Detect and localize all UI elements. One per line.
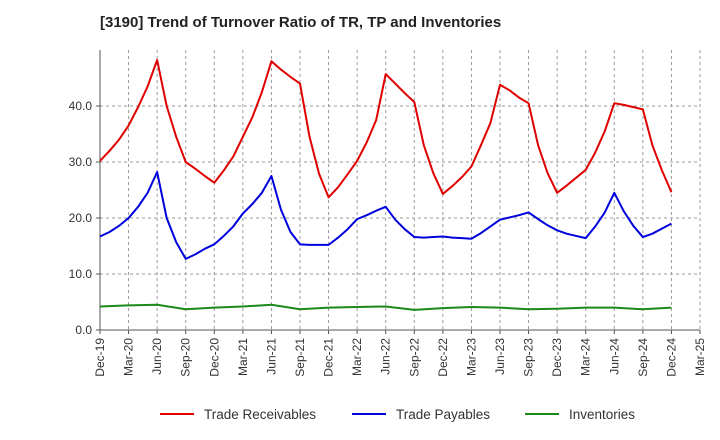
y-tick-label: 10.0: [69, 267, 93, 281]
x-tick-label: Sep-20: [179, 338, 193, 377]
chart-title: [3190] Trend of Turnover Ratio of TR, TP…: [100, 14, 502, 31]
trade-payables-line: [99, 171, 672, 260]
inventories-line: [99, 303, 672, 311]
x-tick-label: Sep-24: [636, 338, 650, 377]
x-tick-label: Dec-19: [93, 338, 107, 377]
trade-receivables-legend-label: Trade Receivables: [204, 407, 316, 422]
x-tick-label: Mar-23: [464, 338, 478, 376]
y-tick-label: 0.0: [75, 323, 92, 337]
y-tick-label: 40.0: [69, 99, 93, 113]
x-tick-label: Jun-24: [607, 338, 621, 375]
x-tick-label: Mar-25: [693, 338, 707, 376]
x-tick-label: Jun-21: [264, 338, 278, 375]
x-tick-label: Dec-22: [436, 338, 450, 377]
x-tick-label: Mar-21: [236, 338, 250, 376]
x-tick-label: Sep-23: [522, 338, 536, 377]
y-tick-label: 30.0: [69, 155, 93, 169]
x-tick-label: Mar-20: [122, 338, 136, 376]
x-tick-label: Sep-22: [407, 338, 421, 377]
trade-receivables-line: [99, 59, 673, 199]
legend: Trade Receivables Trade Payables Inventori…: [160, 407, 635, 422]
inventories-legend-label: Inventories: [569, 407, 635, 422]
x-tick-label: Jun-20: [150, 338, 164, 375]
x-tick-label: Dec-24: [664, 338, 678, 377]
x-tick-label: Jun-22: [379, 338, 393, 375]
x-tick-label: Jun-23: [493, 338, 507, 375]
x-tick-label: Dec-21: [322, 338, 336, 377]
x-tick-label: Mar-24: [579, 338, 593, 376]
x-tick-label: Mar-22: [350, 338, 364, 376]
x-tick-label: Dec-20: [207, 338, 221, 377]
x-tick-label: Sep-21: [293, 338, 307, 377]
tick-labels: 0.0 10.0 20.0 30.0 40.0 Dec-19 Mar-20 Jun-20 Sep…: [69, 99, 707, 377]
y-tick-label: 20.0: [69, 211, 93, 225]
axes: [96, 50, 701, 334]
series-lines: [99, 59, 673, 311]
grid-lines: [99, 50, 701, 331]
trade-payables-legend-label: Trade Payables: [396, 407, 490, 422]
x-tick-label: Dec-23: [550, 338, 564, 377]
